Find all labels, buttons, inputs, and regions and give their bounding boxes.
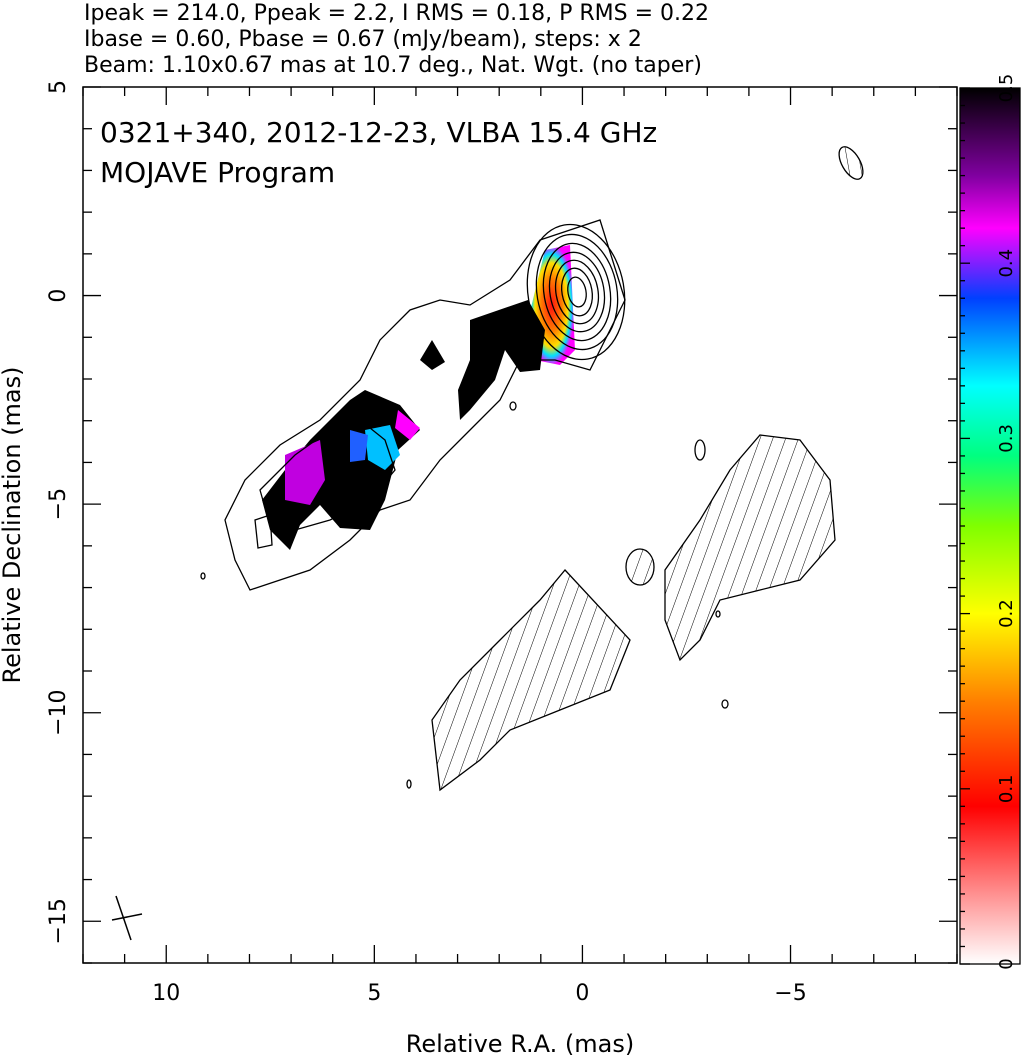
core-contour-5 — [554, 259, 600, 325]
header-line-3: Beam: 1.10x0.67 mas at 10.7 deg., Nat. W… — [84, 53, 702, 78]
colorbar-tick-label: 0 — [996, 958, 1017, 969]
y-tick-label: −15 — [46, 898, 71, 944]
x-axis-title: Relative R.A. (mas) — [406, 1030, 634, 1058]
header-line-2: Ibase = 0.60, Pbase = 0.67 (mJy/beam), s… — [84, 27, 642, 52]
core-contour-2 — [535, 233, 619, 351]
axis-tick-labels: 10 5 0 −5 5 0 −5 −10 −15 — [46, 80, 807, 1006]
pol-patch-magenta-left — [285, 440, 325, 505]
plot-frame — [82, 86, 958, 964]
core-contour-1 — [526, 223, 626, 361]
pol-patch-magenta-right — [395, 410, 420, 440]
contour-islet-1 — [509, 401, 517, 411]
y-tick-label: −10 — [46, 689, 71, 735]
core-contour-3 — [542, 242, 612, 342]
colorbar — [959, 87, 1021, 965]
colorbar-tick-label: 0.1 — [996, 774, 1017, 803]
colorbar-tick-label: 0.2 — [996, 599, 1017, 628]
x-tick-label: 0 — [575, 981, 589, 1006]
jet-contour-inner — [259, 419, 396, 531]
axis-ticks — [82, 86, 958, 964]
stokes-i-contours — [200, 219, 729, 789]
contour-islet-4 — [406, 779, 412, 789]
jet-contour-outer — [224, 219, 626, 591]
hatch-region-small — [625, 548, 655, 586]
hatch-region-upper — [664, 434, 836, 662]
x-tick-label: 5 — [367, 981, 381, 1006]
y-tick-label: 5 — [46, 80, 71, 94]
contour-islet-2 — [694, 439, 706, 461]
beam-ellipse — [838, 146, 864, 180]
core-contour-6 — [561, 267, 593, 317]
pol-patch-black-upper — [458, 300, 545, 420]
contour-islet-6 — [721, 699, 729, 709]
colorbar-tick-labels: 0 0.1 0.2 0.3 0.4 0.5 — [996, 74, 1017, 970]
plot-title-line-1: 0321+340, 2012-12-23, VLBA 15.4 GHz — [100, 116, 657, 149]
pol-patch-black-knot — [420, 340, 445, 370]
header-line-1: Ipeak = 214.0, Ppeak = 2.2, I RMS = 0.18… — [84, 1, 709, 26]
polarization-map — [262, 245, 575, 550]
colorbar-tick-label: 0.3 — [996, 424, 1017, 453]
x-tick-label: −5 — [774, 981, 806, 1006]
contour-islet-5 — [715, 610, 721, 618]
y-tick-label: −5 — [46, 488, 71, 520]
contour-islet-3 — [200, 572, 206, 580]
y-tick-label: 0 — [46, 289, 71, 303]
plot-title-line-2: MOJAVE Program — [100, 156, 335, 189]
beam-cross — [111, 895, 143, 941]
core-contour-4 — [548, 251, 606, 333]
hatch-region-lower — [431, 569, 631, 792]
colorbar-tick-label: 0.5 — [996, 74, 1017, 103]
x-tick-label: 10 — [152, 981, 180, 1006]
core-contour-7 — [567, 276, 587, 308]
colorbar-ticks — [960, 87, 970, 965]
colorbar-tick-label: 0.4 — [996, 249, 1017, 278]
jet-contour-small — [254, 514, 273, 549]
y-axis-title: Relative Declination (mas) — [0, 366, 26, 683]
hatched-regions — [431, 434, 836, 792]
pol-patch-blue — [350, 430, 368, 462]
